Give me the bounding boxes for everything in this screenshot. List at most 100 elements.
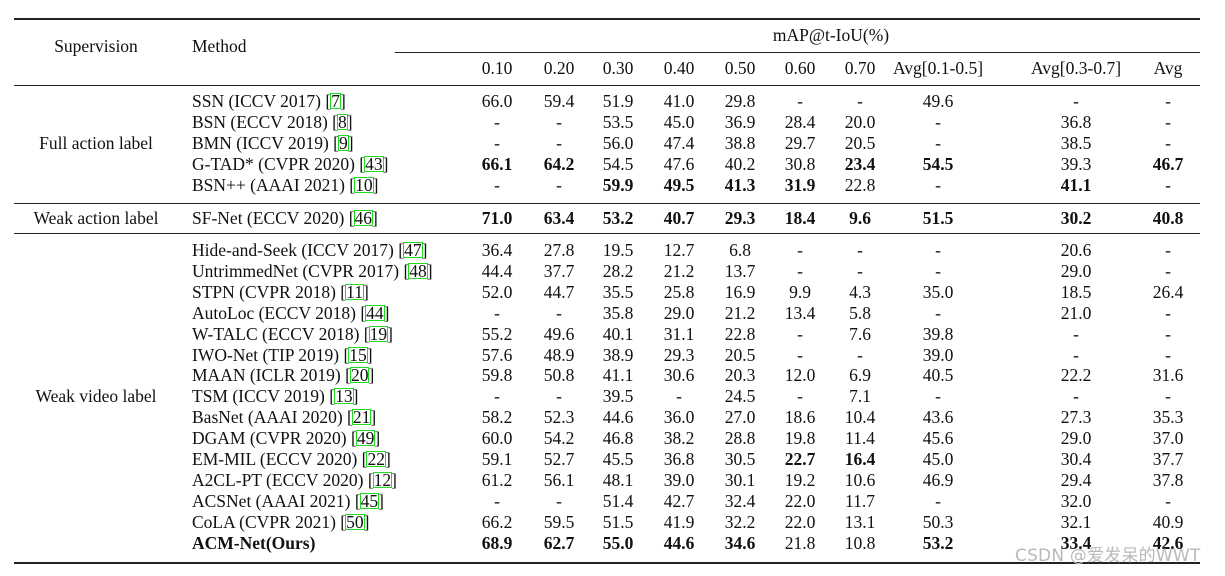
value-cell: 57.6 — [481, 344, 513, 365]
value-cell: 35.8 — [602, 302, 634, 323]
value-cell: - — [1165, 91, 1171, 111]
column-header: 0.40 — [663, 58, 695, 78]
value-cell: 30.8 — [784, 153, 816, 174]
value-cell: 47.6 — [663, 153, 695, 174]
method-cell: BMN (ICCV 2019) [9] — [192, 133, 354, 154]
value-cell: 56.0 — [602, 132, 634, 153]
value-cell: 30.6 — [663, 365, 695, 386]
citation-link[interactable]: 13 — [334, 386, 354, 407]
value-cell: - — [556, 386, 562, 407]
citation-link[interactable]: 8 — [337, 111, 348, 132]
top-rule — [14, 18, 1200, 20]
citation-link[interactable]: 21 — [351, 407, 372, 428]
citation-link[interactable]: 43 — [364, 153, 384, 174]
citation-link[interactable]: 47 — [403, 240, 423, 260]
value-cell: - — [556, 111, 562, 132]
value-cell: 18.6 — [784, 407, 816, 428]
method-name: SF-Net (ECCV 2020) [ — [192, 208, 355, 228]
value-cell: 32.2 — [724, 511, 756, 532]
method-name: TSM (ICCV 2019) [ — [192, 386, 336, 407]
value-cell: - — [556, 132, 562, 153]
value-cell: 20.5 — [724, 344, 756, 365]
method-name: EM-MIL (ECCV 2020) [ — [192, 449, 368, 469]
value-cell: - — [797, 344, 803, 365]
value-cell: 29.4 — [1060, 469, 1092, 490]
bracket-close: ] — [426, 260, 433, 281]
citation-link[interactable]: 19 — [368, 323, 389, 344]
value-cell: - — [556, 174, 562, 195]
value-cell: 47.4 — [663, 132, 695, 153]
citation-link[interactable]: 11 — [345, 281, 364, 302]
citation-link[interactable]: 10 — [354, 174, 374, 195]
value-cell: 49.6 — [543, 323, 575, 344]
method-cell: BSN++ (AAAI 2021) [10] — [192, 175, 378, 196]
value-cell: 41.1 — [602, 365, 634, 386]
value-cell: 46.8 — [602, 428, 634, 449]
value-cell: 52.7 — [543, 449, 575, 469]
value-cell: 28.2 — [602, 260, 634, 281]
value-cell: 9.6 — [849, 208, 871, 228]
value-cell: 29.0 — [1060, 260, 1092, 281]
bracket-close: ] — [372, 208, 378, 228]
method-cell: IWO-Net (TIP 2019) [15] — [192, 345, 373, 366]
citation-link[interactable]: 50 — [345, 511, 365, 532]
citation-link[interactable]: 9 — [337, 132, 349, 153]
method-name: IWO-Net (TIP 2019) [ — [192, 344, 350, 365]
group-separator-rule — [14, 203, 1200, 205]
value-cell: - — [857, 91, 863, 111]
value-cell: 49.6 — [922, 91, 954, 111]
citation-link[interactable]: 15 — [348, 344, 368, 365]
value-cell: 66.2 — [481, 511, 513, 532]
value-cell: 38.2 — [663, 428, 695, 449]
method-cell: AutoLoc (ECCV 2018) [44] — [192, 303, 390, 324]
value-cell: 12.0 — [784, 365, 816, 386]
value-cell: 59.9 — [602, 174, 634, 195]
value-cell: 20.0 — [844, 111, 876, 132]
value-cell: - — [797, 323, 803, 344]
value-cell: - — [1165, 323, 1171, 344]
method-cell: DGAM (CVPR 2020) [49] — [192, 428, 380, 449]
group-separator-rule — [14, 233, 1200, 235]
value-cell: 51.5 — [602, 511, 634, 532]
citation-link[interactable]: 7 — [330, 91, 341, 111]
citation-link[interactable]: 12 — [372, 469, 393, 490]
value-cell: 51.5 — [922, 208, 954, 228]
citation-link[interactable]: 49 — [355, 428, 376, 449]
value-cell: - — [676, 386, 682, 407]
citation-link[interactable]: 46 — [353, 208, 374, 228]
value-cell: - — [1165, 302, 1171, 323]
value-cell: 39.5 — [602, 386, 634, 407]
value-cell: - — [1073, 386, 1079, 407]
value-cell: 6.8 — [729, 240, 751, 260]
method-cell: BSN (ECCV 2018) [8] — [192, 112, 353, 133]
citation-link[interactable]: 22 — [366, 449, 386, 469]
value-cell: 4.3 — [849, 281, 871, 302]
value-cell: 36.9 — [724, 111, 756, 132]
method-name: BSN++ (AAAI 2021) [ — [192, 174, 356, 195]
value-cell: - — [797, 240, 803, 260]
value-cell: - — [935, 386, 941, 407]
value-cell: 19.5 — [602, 240, 634, 260]
value-cell: 45.0 — [922, 449, 954, 469]
value-cell: 59.4 — [543, 91, 575, 111]
value-cell: 9.9 — [789, 281, 811, 302]
value-cell: 41.9 — [663, 511, 695, 532]
value-cell: 10.6 — [844, 469, 876, 490]
method-cell: STPN (CVPR 2018) [11] — [192, 282, 369, 303]
method-name: SSN (ICCV 2017) [ — [192, 91, 332, 111]
value-cell: 20.3 — [724, 365, 756, 386]
value-cell: - — [1165, 111, 1171, 132]
value-cell: 33.4 — [1060, 532, 1092, 553]
citation-link[interactable]: 45 — [359, 490, 380, 511]
value-cell: - — [1165, 260, 1171, 281]
citation-link[interactable]: 48 — [408, 260, 428, 281]
value-cell: 27.8 — [543, 240, 575, 260]
value-cell: 22.8 — [844, 174, 876, 195]
value-cell: 22.2 — [1060, 365, 1092, 386]
citation-link[interactable]: 20 — [349, 365, 370, 386]
value-cell: 29.0 — [1060, 428, 1092, 449]
value-cell: 37.7 — [1152, 449, 1184, 469]
citation-link[interactable]: 44 — [365, 302, 385, 323]
column-header: 0.50 — [724, 58, 756, 78]
method-cell: G-TAD* (CVPR 2020) [43] — [192, 154, 388, 175]
